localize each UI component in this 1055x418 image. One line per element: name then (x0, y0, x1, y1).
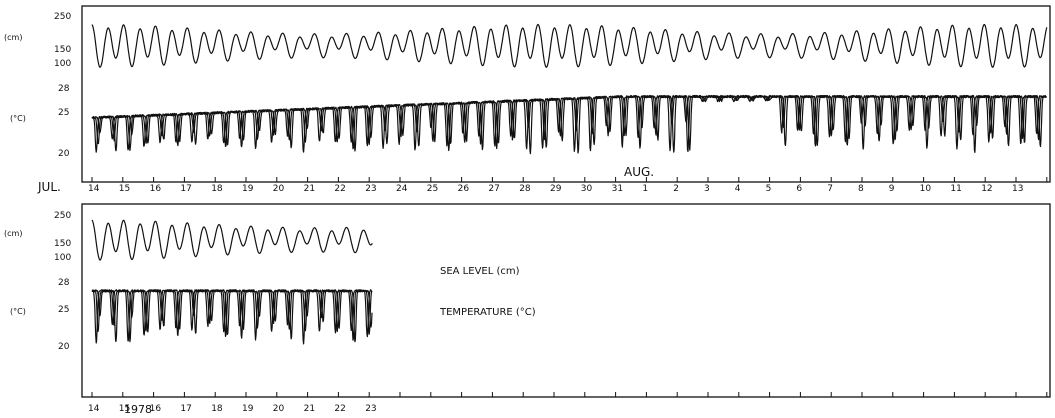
x-tick-label: 12 (981, 184, 992, 194)
x-tick-label: 7 (827, 184, 833, 194)
bottom-sl-tick-100: 100 (54, 253, 71, 263)
top-temp-tick-28: 28 (58, 84, 70, 94)
bottom-panel-curves (91, 219, 373, 345)
x-tick-label: 17 (180, 184, 191, 194)
x-tick-label: 23 (365, 184, 376, 194)
sea-level-series (91, 219, 373, 261)
bottom-temp-unit: (°C) (10, 307, 26, 316)
x-tick-label: 26 (458, 184, 470, 194)
sea-level-series (91, 23, 1048, 68)
year-label: 1978 (124, 403, 152, 416)
bottom-panel-frame (81, 203, 1051, 398)
x-tick-label: 15 (119, 404, 130, 414)
top-temp-tick-20: 20 (58, 149, 70, 159)
top-sl-tick-100: 100 (54, 59, 71, 69)
month-label-aug: AUG. (624, 165, 654, 179)
x-tick-label: 28 (519, 184, 531, 194)
bottom-sl-tick-250: 250 (54, 211, 71, 221)
bottom-temp-tick-20: 20 (58, 342, 70, 352)
x-tick-label: 5 (766, 184, 772, 194)
bottom-sl-tick-150: 150 (54, 239, 71, 249)
x-tick-label: 20 (273, 404, 285, 414)
x-tick-label: 14 (88, 184, 100, 194)
x-tick-label: 16 (150, 404, 162, 414)
bottom-sl-unit: (cm) (4, 229, 22, 238)
x-tick-label: 17 (180, 404, 191, 414)
x-tick-label: 22 (334, 184, 345, 194)
top-panel-curves (91, 23, 1048, 155)
top-sl-unit: (cm) (4, 33, 22, 42)
x-tick-label: 18 (211, 404, 223, 414)
top-sl-tick-250: 250 (54, 12, 71, 22)
x-tick-label: 13 (1012, 184, 1023, 194)
top-temp-unit: (°C) (10, 114, 26, 123)
top-sl-tick-150: 150 (54, 45, 71, 55)
x-tick-label: 25 (427, 184, 438, 194)
temperature-series (91, 289, 373, 343)
x-tick-label: 18 (211, 184, 223, 194)
x-tick-label: 22 (334, 404, 345, 414)
temperature-series (91, 94, 1047, 153)
x-tick-label: 11 (950, 184, 961, 194)
month-label-jul: JUL. (37, 180, 61, 194)
x-tick-label: 24 (396, 184, 408, 194)
bottom-temp-tick-25: 25 (58, 305, 69, 315)
x-tick-label: 1 (642, 184, 648, 194)
x-tick-label: 29 (550, 184, 562, 194)
x-tick-label: 23 (365, 404, 376, 414)
x-tick-label: 8 (858, 184, 864, 194)
legend-temperature: TEMPERATURE (°C) (439, 307, 536, 318)
temperature-series (91, 94, 1047, 155)
x-tick-label: 6 (796, 184, 802, 194)
x-tick-label: 2 (673, 184, 679, 194)
x-tick-label: 21 (304, 184, 315, 194)
x-tick-label: 30 (581, 184, 593, 194)
x-tick-label: 16 (150, 184, 162, 194)
x-tick-label: 21 (304, 404, 315, 414)
bottom-x-axis: 14 15 16 17 18 19 20 21 22 23 (88, 392, 1048, 414)
x-tick-label: 27 (488, 184, 499, 194)
temperature-series (91, 289, 373, 345)
legend-sea-level: SEA LEVEL (cm) (440, 266, 520, 277)
bottom-temp-tick-28: 28 (58, 278, 70, 288)
x-tick-label: 19 (242, 184, 254, 194)
x-tick-label: 4 (735, 184, 741, 194)
top-temp-tick-25: 25 (58, 108, 69, 118)
x-tick-label: 9 (889, 184, 895, 194)
x-tick-label: 10 (920, 184, 932, 194)
x-tick-label: 14 (88, 404, 100, 414)
x-tick-label: 31 (612, 184, 623, 194)
top-x-axis: 14 15 16 17 18 19 20 21 22 23 24 25 26 27 28 29 30 31 1 2 3 4… (88, 177, 1048, 194)
x-tick-label: 15 (119, 184, 130, 194)
temperature-series (91, 94, 1047, 153)
top-panel-frame (81, 5, 1051, 183)
x-tick-label: 3 (704, 184, 710, 194)
x-tick-label: 20 (273, 184, 285, 194)
x-tick-label: 19 (242, 404, 254, 414)
